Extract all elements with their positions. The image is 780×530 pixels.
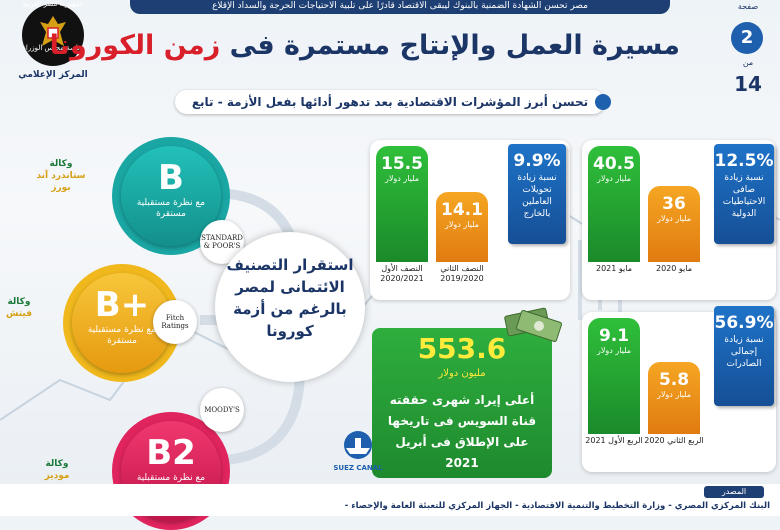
change-desc: نسبة زيادة إجمالى الصادرات	[724, 335, 764, 369]
change-desc: نسبة زيادة صافى الاحتياطيات الدولية	[722, 173, 766, 219]
rating-grade: B2	[146, 433, 196, 473]
source-label: المصدر	[704, 486, 764, 498]
page-total: 14	[734, 72, 762, 96]
exports-change-tag: 56.9% نسبة زيادة إجمالى الصادرات	[714, 306, 774, 406]
remittances-bar-previous: 14.1 مليار دولار	[436, 192, 488, 262]
bar-value: 36	[662, 194, 686, 214]
bar-label: مايو 2020	[656, 264, 692, 273]
bar-value: 14.1	[441, 200, 483, 220]
remittances-change-tag: 9.9% نسبة زيادة تحويلات العاملين بالخارج	[508, 144, 566, 244]
source-text: البنك المركزي المصري - وزارة التخطيط وال…	[344, 501, 770, 511]
change-value: 56.9%	[714, 313, 774, 333]
bar-unit: مليار دولار	[444, 220, 480, 229]
money-icon	[504, 307, 563, 342]
change-value: 9.9%	[513, 151, 561, 171]
exports-bar-current: 9.1 مليار دولار	[588, 318, 640, 434]
suez-revenue-box: 553.6 مليون دولار أعلى إيراد شهرى حققته …	[372, 328, 552, 478]
agency-name: ستاندرد آند بورز	[36, 171, 86, 193]
footer	[0, 484, 780, 516]
moodys-logo: MOODY'S	[200, 388, 244, 432]
agency-label-sp: وكالة ستاندرد آند بورز	[26, 158, 96, 194]
bar-unit: مليار دولار	[656, 214, 692, 223]
bar-label: الربع الثاني 2020	[644, 436, 704, 445]
page-number: 2	[731, 22, 763, 54]
reserves-bar-previous: 36 مليار دولار	[648, 186, 700, 262]
agency-label-fitch: وكالة فيتش	[0, 296, 54, 320]
bar-label: النصف الأول 2020/2021	[380, 264, 424, 283]
rating-outlook: مع نظرة مستقبلية مستقرة	[136, 198, 206, 219]
change-value: 12.5%	[714, 151, 774, 171]
page-of: من	[742, 58, 754, 67]
eagle-icon	[40, 16, 66, 46]
agency-name: فيتش	[6, 309, 32, 319]
page-badge: صفحة 2 من 14	[728, 0, 768, 100]
logo-center-text: المركز الإعلامي	[18, 70, 88, 80]
reserves-bar-current: 40.5 مليار دولار	[588, 146, 640, 262]
bar-unit: مليار دولار	[656, 390, 692, 399]
exports-bar-previous: 5.8 مليار دولار	[648, 362, 700, 434]
subtitle: تحسن أبرز المؤشرات الاقتصادية بعد تدهور …	[175, 90, 611, 114]
bar-unit: مليار دولار	[596, 346, 632, 355]
change-desc: نسبة زيادة تحويلات العاملين بالخارج	[517, 173, 557, 219]
bar-unit: مليار دولار	[384, 174, 420, 183]
reserves-change-tag: 12.5% نسبة زيادة صافى الاحتياطيات الدولي…	[714, 144, 774, 244]
suez-unit: مليون دولار	[438, 368, 486, 379]
center-text: استقرار التصنيف الائتمانى لمصر بالرغم من…	[226, 256, 354, 340]
title-main: مسيرة العمل والإنتاج مستمرة فى	[220, 30, 680, 61]
bar-value: 5.8	[658, 370, 690, 390]
agency-prefix: وكالة	[45, 459, 69, 469]
agency-name: موديز	[44, 471, 70, 481]
rating-grade: B	[158, 158, 184, 198]
rating-outlook: مع نظرة مستقبلية مستقرة	[87, 325, 157, 346]
cabinet-logo: جمهورية مصر العربية رئاسة مجلس الوزراء ا…	[16, 0, 90, 92]
top-banner: مصر تحسن الشهادة الضمنية بالبنوك ليبقى ا…	[130, 0, 670, 14]
bar-label: النصف الثاني 2019/2020	[440, 264, 484, 283]
suez-text: أعلى إيراد شهرى حققته قناة السويس فى تار…	[387, 393, 537, 470]
agency-prefix: وكالة	[7, 297, 31, 307]
logo-top-text: جمهورية مصر العربية	[22, 0, 84, 8]
agency-label-moodys: وكالة موديز	[22, 458, 92, 482]
bar-value: 40.5	[593, 154, 635, 174]
suez-value: 553.6	[417, 332, 507, 365]
fitch-logo: Fitch Ratings	[153, 300, 197, 344]
suez-canal-logo: SUEZ CANAL	[330, 430, 386, 476]
credit-rating-statement: استقرار التصنيف الائتمانى لمصر بالرغم من…	[215, 232, 365, 382]
agency-prefix: وكالة	[49, 159, 73, 169]
suez-logo-text: SUEZ CANAL	[333, 464, 383, 472]
page-title: مسيرة العمل والإنتاج مستمرة فى زمن الكور…	[50, 30, 680, 61]
ship-icon	[344, 431, 372, 459]
bar-label: مايو 2021	[596, 264, 632, 273]
title-highlight: زمن الكورونا	[49, 30, 221, 61]
logo-name-text: رئاسة مجلس الوزراء	[22, 44, 84, 52]
bar-value: 15.5	[381, 154, 423, 174]
page-label: صفحة	[737, 2, 759, 11]
bar-label: الربع الأول 2021	[585, 436, 643, 445]
remittances-bar-current: 15.5 مليار دولار	[376, 146, 428, 262]
bar-value: 9.1	[598, 326, 630, 346]
bar-unit: مليار دولار	[596, 174, 632, 183]
rating-grade: B+	[94, 285, 150, 325]
